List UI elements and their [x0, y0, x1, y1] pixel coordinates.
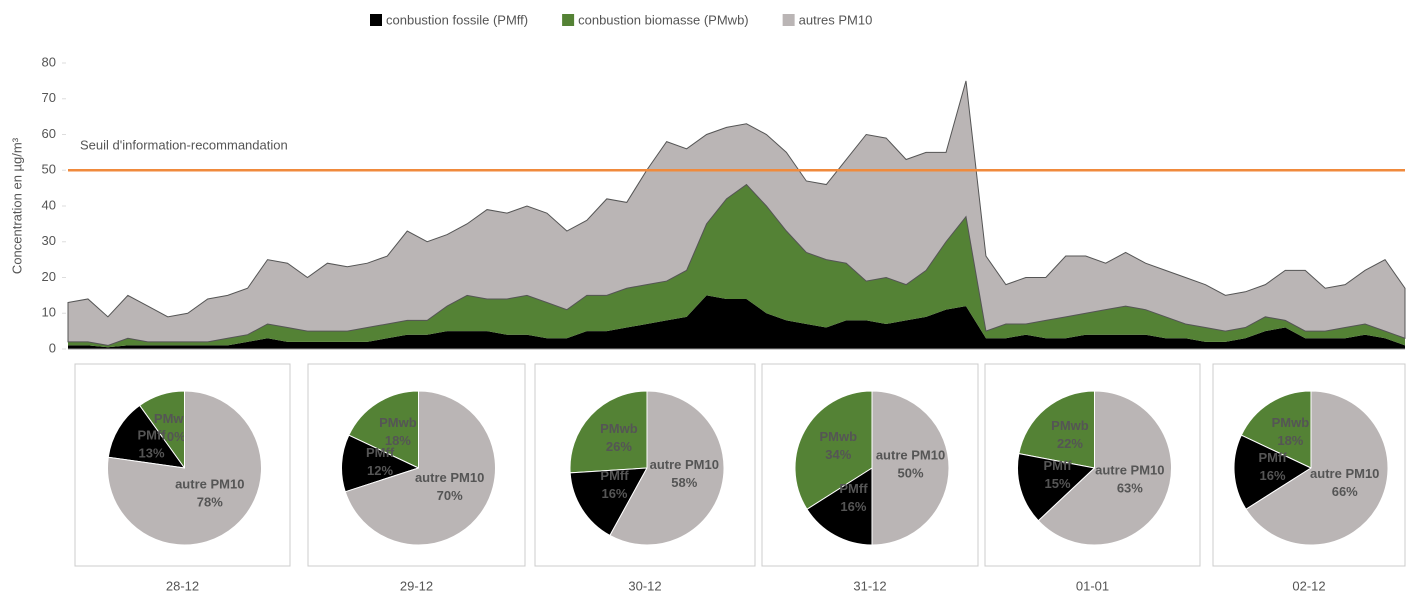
area-series — [68, 184, 1405, 348]
legend-label: autres PM10 — [799, 12, 873, 27]
pie-value-label: 16% — [1260, 468, 1286, 483]
threshold-label: Seuil d'information-recommandation — [80, 138, 288, 153]
pie-panel — [761, 363, 979, 567]
y-tick-label: 50 — [42, 162, 56, 177]
legend-label: conbustion biomasse (PMwb) — [578, 12, 749, 27]
pie-slice — [1245, 390, 1389, 546]
pie-slice — [1037, 390, 1172, 546]
pie-category-label: PMff — [1258, 450, 1287, 465]
pie-category-label: PMff — [137, 428, 166, 443]
pie-panel — [984, 363, 1201, 567]
y-tick-label: 20 — [42, 269, 56, 284]
pie-category-label: PMwb — [819, 429, 857, 444]
pie-category-label: autre PM10 — [1310, 466, 1379, 481]
pie-slice — [344, 390, 496, 546]
pie-category-label: PMwb — [600, 421, 638, 436]
pie-panel — [74, 363, 291, 567]
y-tick-label: 60 — [42, 126, 56, 141]
pie-value-label: 26% — [606, 439, 632, 454]
pie-value-label: 22% — [1057, 436, 1083, 451]
pie-value-label: 15% — [1045, 476, 1071, 491]
pie-category-label: autre PM10 — [650, 457, 719, 472]
pie-category-label: PMff — [839, 481, 868, 496]
pie-slice — [1240, 390, 1312, 469]
pie-category-label: PMwb — [154, 411, 192, 426]
pie-slice — [107, 404, 186, 469]
pie-value-label: 10% — [160, 429, 186, 444]
pie-slice — [871, 390, 950, 546]
pie-slice — [107, 390, 262, 546]
pie-panel — [1212, 363, 1406, 567]
pie-value-label: 18% — [1277, 433, 1303, 448]
pie-value-label: 63% — [1117, 481, 1143, 496]
pie-title: 02-12 — [1292, 578, 1325, 593]
pie-title: 01-01 — [1076, 578, 1109, 593]
pie-value-label: 58% — [671, 475, 697, 490]
pie-value-label: 16% — [840, 499, 866, 514]
y-tick-label: 0 — [49, 340, 56, 355]
pie-value-label: 34% — [825, 447, 851, 462]
pie-panel — [534, 363, 756, 567]
pie-category-label: autre PM10 — [876, 447, 945, 462]
area-series — [68, 295, 1405, 349]
pie-category-label: PMwb — [1051, 418, 1089, 433]
pie-slice — [609, 390, 725, 546]
pie-category-label: PMff — [1043, 458, 1072, 473]
pie-value-label: 16% — [601, 486, 627, 501]
pie-slice — [348, 390, 419, 469]
pie-panel — [307, 363, 526, 567]
pie-category-label: autre PM10 — [1095, 463, 1164, 478]
legend-swatch — [370, 14, 382, 26]
y-tick-label: 30 — [42, 233, 56, 248]
pie-title: 31-12 — [853, 578, 886, 593]
legend-swatch — [562, 14, 575, 26]
pie-value-label: 13% — [139, 446, 165, 461]
pie-category-label: PMwb — [379, 415, 417, 430]
y-tick-label: 80 — [42, 54, 56, 69]
pie-slice — [569, 390, 648, 474]
pie-value-label: 18% — [385, 433, 411, 448]
pie-value-label: 78% — [197, 494, 223, 509]
y-tick-label: 40 — [42, 197, 56, 212]
pie-slice — [1233, 434, 1313, 510]
legend-swatch — [782, 14, 795, 26]
pie-category-label: PMff — [366, 445, 395, 460]
y-axis-label: Concentration en µg/m³ — [9, 137, 24, 274]
pie-slice — [1016, 452, 1096, 522]
pie-category-label: autre PM10 — [175, 476, 244, 491]
pie-category-label: autre PM10 — [415, 470, 484, 485]
pie-slice — [1018, 390, 1095, 469]
pie-value-label: 66% — [1332, 484, 1358, 499]
legend-label: conbustion fossile (PMff) — [386, 12, 528, 27]
area-series — [67, 80, 1406, 346]
pie-title: 28-12 — [166, 578, 199, 593]
pie-category-label: PMff — [600, 468, 629, 483]
y-tick-label: 70 — [42, 90, 56, 105]
pie-category-label: PMwb — [1272, 415, 1310, 430]
pie-slice — [806, 467, 873, 546]
pie-value-label: 70% — [437, 488, 463, 503]
pie-title: 29-12 — [400, 578, 433, 593]
pie-value-label: 50% — [897, 465, 923, 480]
pie-title: 30-12 — [628, 578, 661, 593]
pie-value-label: 12% — [367, 463, 393, 478]
pie-slice — [569, 467, 648, 537]
y-tick-label: 10 — [42, 305, 56, 320]
